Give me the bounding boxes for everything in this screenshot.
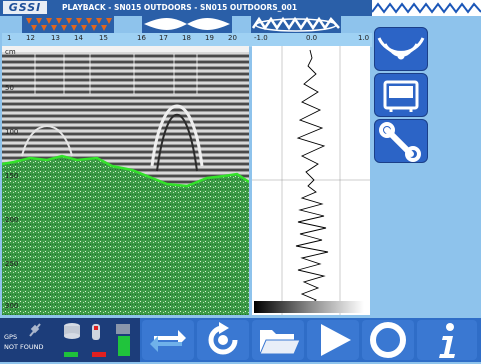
open-folder-icon <box>259 330 301 355</box>
title-bar: GSSI PLAYBACK - SN015 OUTDOORS - SN015 O… <box>0 0 481 16</box>
info-icon <box>439 323 455 358</box>
record-button[interactable] <box>362 320 414 360</box>
x-tick: 20 <box>228 34 237 42</box>
depth-tick: 250 <box>5 260 19 268</box>
wrench-icon <box>379 122 421 162</box>
trace-view <box>252 46 370 315</box>
x-tick: 12 <box>26 34 35 42</box>
x-tick: 19 <box>205 34 214 42</box>
depth-tick: 200 <box>5 216 19 224</box>
overview-strip-right[interactable] <box>251 16 341 33</box>
overview-strip-center[interactable] <box>142 16 232 33</box>
depth-tick: 50 <box>5 84 14 92</box>
x-tick: 18 <box>182 34 191 42</box>
depth-tick: 150 <box>5 172 19 180</box>
open-file-button[interactable] <box>252 320 304 360</box>
wave-pattern-icon <box>372 0 481 16</box>
x-tick: 14 <box>74 34 83 42</box>
antenna-signal-icon <box>377 37 425 60</box>
radargram-view[interactable]: cm 50 100 150 200 250 300 <box>1 46 250 315</box>
battery-icon <box>116 324 130 356</box>
depth-tick: 100 <box>5 128 19 136</box>
window-title: PLAYBACK - SN015 OUTDOORS - SN015 OUTDOO… <box>62 3 298 12</box>
x-tick: 13 <box>51 34 60 42</box>
refresh-icon <box>208 322 238 355</box>
tools-button[interactable] <box>374 119 428 163</box>
info-button[interactable] <box>417 320 477 360</box>
display-mode-icon <box>383 80 419 112</box>
gssi-logo: GSSI <box>3 1 47 14</box>
display-button[interactable] <box>374 73 428 117</box>
antenna-button[interactable] <box>374 27 428 71</box>
gps-status-panel: GPS NOT FOUND <box>0 318 140 362</box>
gps-status: NOT FOUND <box>4 343 44 351</box>
depth-unit-label: cm <box>5 48 16 56</box>
distance-axis: 1 12 13 14 15 16 17 18 19 20 -1.0 0.0 1.… <box>2 33 372 47</box>
x-tick: 15 <box>99 34 108 42</box>
x-tick: 17 <box>159 34 168 42</box>
trace-tick: 0.0 <box>306 34 318 42</box>
temperature-icon <box>92 324 106 357</box>
play-icon <box>321 324 351 356</box>
refresh-button[interactable] <box>197 320 249 360</box>
gps-label: GPS <box>4 333 18 341</box>
bottom-toolbar: GPS NOT FOUND <box>0 318 481 362</box>
x-tick: 16 <box>137 34 146 42</box>
trace-tick: 1.0 <box>358 34 370 42</box>
x-tick: 1 <box>7 34 12 42</box>
play-button[interactable] <box>307 320 359 360</box>
satellite-icon <box>29 323 41 337</box>
record-circle-icon <box>370 322 406 358</box>
swap-arrows-icon <box>150 330 186 352</box>
trace-tick: -1.0 <box>254 34 268 42</box>
storage-icon <box>64 323 80 357</box>
overview-strip-left[interactable] <box>22 16 114 33</box>
status-icons <box>29 323 130 357</box>
swap-button[interactable] <box>142 320 194 360</box>
depth-tick: 300 <box>5 302 19 310</box>
